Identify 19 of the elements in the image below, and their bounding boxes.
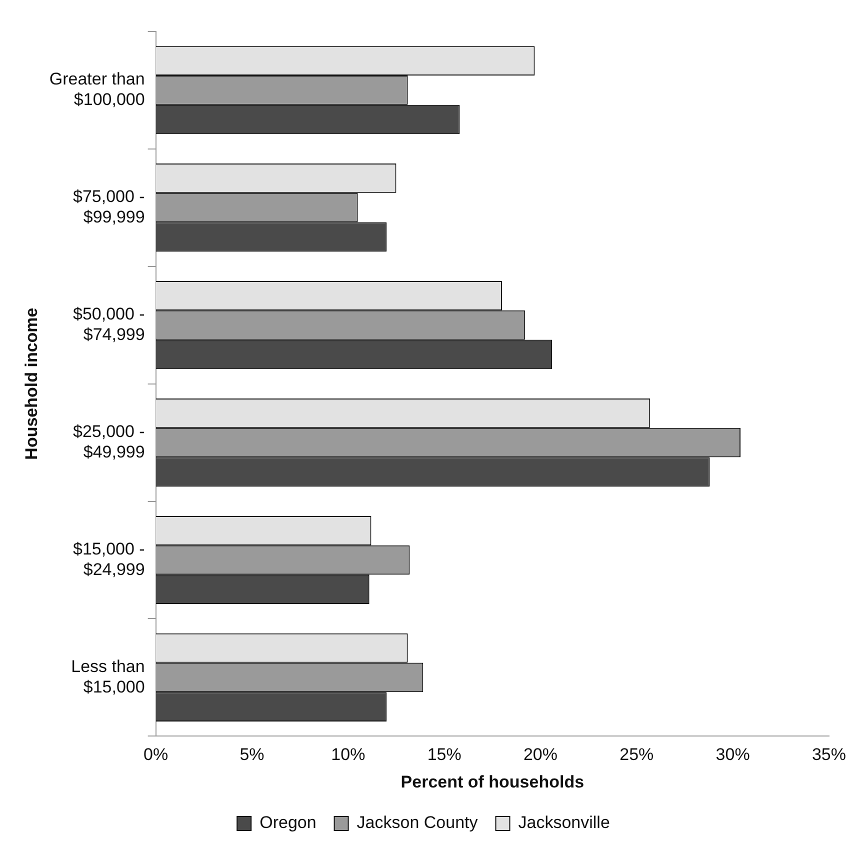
legend-label: Oregon [260, 813, 316, 832]
x-tick-label: 25% [620, 745, 654, 764]
x-tick-label: 20% [523, 745, 558, 764]
y-axis-title: Household income [22, 308, 41, 460]
x-tick-label: 10% [331, 745, 366, 764]
x-tick-label: 15% [427, 745, 462, 764]
y-tick-label: Greater than $100,000 [49, 70, 145, 110]
x-tick-label: 0% [144, 745, 168, 764]
legend-label: Jackson County [356, 813, 478, 832]
x-tick-label: 30% [716, 745, 750, 764]
y-tick-label: $75,000 - $99,999 [73, 187, 145, 226]
x-tick-label: 5% [240, 745, 264, 764]
legend-label: Jacksonville [518, 813, 610, 832]
x-axis-title: Percent of households [400, 772, 584, 792]
y-tick-label: $15,000 - $24,999 [73, 539, 145, 579]
x-tick-label: 35% [812, 745, 846, 764]
y-tick-label: $50,000 - $74,999 [73, 304, 145, 344]
y-tick-label: Less than $15,000 [71, 656, 145, 696]
y-tick-label: $25,000 - $49,999 [73, 422, 145, 462]
